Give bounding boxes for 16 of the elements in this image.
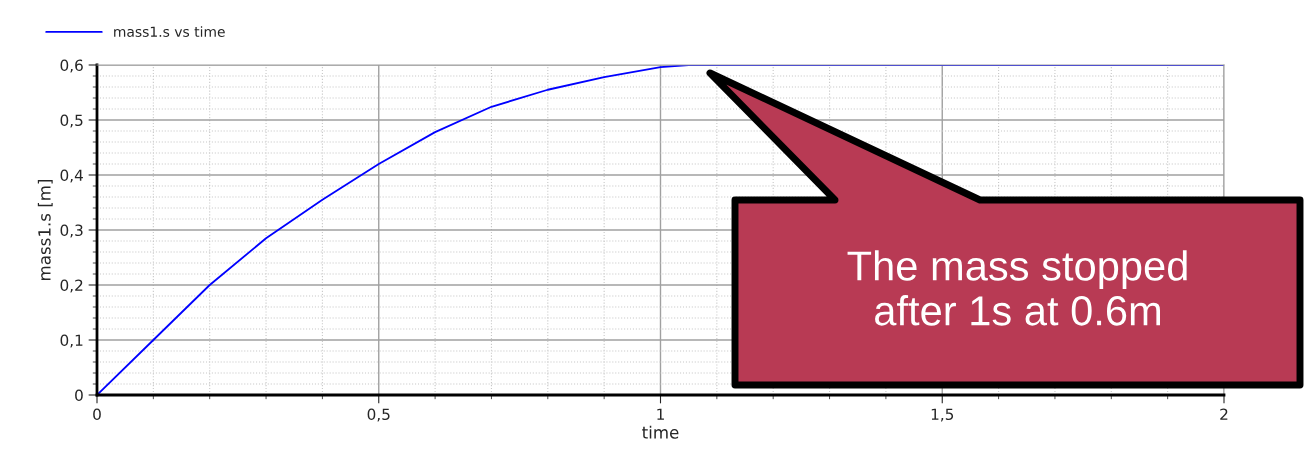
y-tick-label: 0 [75, 389, 83, 402]
y-tick-label: 0,1 [60, 334, 83, 348]
x-tick-label: 2 [1220, 408, 1228, 420]
x-tick-label: 1,5 [931, 408, 954, 422]
y-tick-label: 0,5 [60, 114, 83, 128]
x-tick-label: 1 [657, 408, 664, 420]
x-tick-label: 0 [93, 408, 101, 421]
x-axis-title: time [642, 425, 679, 439]
legend-label: mass1.s vs time [114, 26, 225, 37]
y-tick-label: 0,2 [60, 279, 83, 293]
y-tick-label: 0,6 [60, 59, 83, 73]
y-tick-label: 0,4 [60, 169, 83, 183]
annotation: The mass stopped after 1s at 0.6m [847, 250, 1187, 326]
y-tick-label: 0,3 [60, 224, 83, 238]
x-tick-label: 0,5 [367, 408, 390, 422]
y-axis-title: mass1.s [m] [37, 179, 53, 280]
